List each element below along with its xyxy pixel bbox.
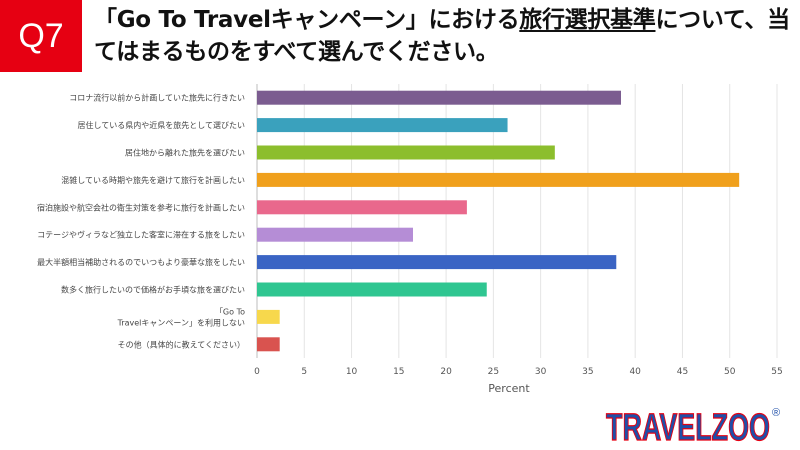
bar [257, 200, 467, 215]
title-pre: 「Go To Travelキャンペーン」における [94, 7, 520, 33]
x-tick-label: 20 [440, 367, 452, 377]
logo-wordmark: TRAVELZOO [606, 407, 770, 446]
travelzoo-logo: TRAVELZOO ® [605, 406, 780, 446]
x-tick-label: 30 [535, 367, 547, 377]
title-underlined: 旅行選択基準 [519, 7, 656, 33]
bar [257, 90, 621, 105]
category-label: コテージやヴィラなど独立した客室に滞在する旅をしたい [37, 230, 245, 240]
x-tick-label: 5 [301, 367, 307, 377]
x-tick-label: 55 [771, 367, 782, 377]
category-label: Travelキャンペーン」を利用しない [117, 317, 245, 327]
x-tick-label: 35 [582, 367, 593, 377]
category-label: 「Go To [215, 307, 245, 316]
logo-registered-mark: ® [772, 407, 780, 419]
bar [257, 282, 487, 297]
bar [257, 227, 413, 242]
bar [257, 255, 617, 270]
x-tick-label: 0 [254, 367, 260, 377]
category-label: その他（具体的に教えてください） [118, 339, 245, 349]
category-label: 混雑している時期や旅先を避けて旅行を計画したい [61, 175, 245, 185]
x-axis-title: Percent [488, 382, 530, 395]
x-tick-label: 50 [724, 367, 736, 377]
category-label: 居住地から離れた旅先を選びたい [125, 148, 245, 158]
bar [257, 337, 280, 352]
bar [257, 145, 555, 160]
title-post: について、当てはまるものをすべて選んでください。 [94, 7, 790, 65]
x-tick-label: 40 [629, 367, 641, 377]
question-number: Q7 [18, 16, 64, 55]
page-title: 「Go To Travelキャンペーン」における旅行選択基準について、当てはまる… [94, 4, 794, 68]
category-label: 宿泊施設や航空会社の衛生対策を参考に旅行を計画したい [37, 202, 245, 212]
x-tick-label: 45 [677, 367, 688, 377]
category-label: 数多く旅行したいので価格がお手頃な旅を選びたい [61, 285, 245, 295]
x-tick-label: 25 [488, 367, 499, 377]
bar [257, 118, 508, 133]
bar [257, 309, 280, 324]
category-label: 居住している県内や近県を旅先として選びたい [77, 120, 245, 130]
category-label: コロナ流行以前から計画していた旅先に行きたい [69, 93, 245, 103]
category-label: 最大半額相当補助されるのでいつもより豪華な旅をしたい [37, 257, 245, 267]
question-number-badge: Q7 [0, 0, 82, 72]
x-tick-label: 10 [346, 367, 358, 377]
bar [257, 172, 740, 187]
x-tick-label: 15 [393, 367, 404, 377]
